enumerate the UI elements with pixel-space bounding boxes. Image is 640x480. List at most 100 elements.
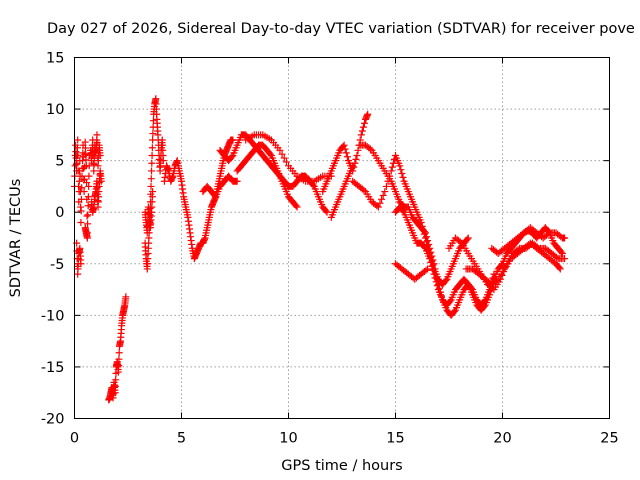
data-point	[84, 220, 92, 228]
data-point	[384, 177, 392, 185]
data-point	[467, 284, 475, 292]
data-point	[77, 207, 85, 215]
data-point	[430, 270, 438, 278]
data-point	[82, 156, 90, 164]
data-point	[85, 182, 93, 190]
data-point	[74, 151, 82, 159]
data-point	[386, 172, 394, 180]
data-point	[82, 150, 90, 158]
data-point	[147, 175, 155, 183]
data-point	[557, 248, 565, 256]
data-point	[420, 243, 428, 251]
y-tick-label: -10	[41, 308, 65, 324]
x-tick-label: 25	[600, 431, 618, 447]
data-point	[382, 182, 390, 190]
data-point	[149, 130, 157, 138]
data-point	[418, 222, 426, 230]
data-point	[420, 230, 428, 238]
data-point	[556, 265, 564, 273]
y-tick-label: -20	[41, 412, 65, 428]
data-point	[358, 127, 366, 135]
plot-frame	[74, 57, 610, 419]
data-point	[148, 151, 156, 159]
data-point	[497, 261, 505, 269]
data-point	[72, 148, 80, 156]
data-point	[423, 238, 431, 246]
data-point	[399, 207, 407, 215]
data-point	[341, 145, 349, 153]
data-point	[81, 138, 89, 146]
data-point	[446, 297, 454, 305]
data-point	[388, 163, 396, 171]
data-point	[428, 262, 436, 270]
data-point	[378, 195, 386, 203]
data-point	[143, 229, 151, 237]
data-point	[84, 211, 92, 219]
data-point	[148, 159, 156, 167]
y-tick-label: 10	[46, 102, 64, 118]
x-tick-label: 15	[386, 431, 404, 447]
data-point	[309, 181, 317, 189]
data-point	[343, 153, 351, 161]
data-point	[398, 170, 406, 178]
data-point	[354, 146, 362, 154]
data-point	[115, 362, 123, 370]
data-point	[561, 255, 569, 263]
y-tick-label: 0	[55, 205, 64, 221]
data-point	[77, 219, 85, 227]
data-point	[90, 161, 98, 169]
data-point	[83, 234, 91, 242]
data-point	[493, 277, 501, 285]
data-point	[364, 110, 372, 118]
data-point	[480, 297, 488, 305]
y-tick-labels: -20 -15 -10 -5 0 5 10 15	[41, 51, 65, 428]
data-point	[149, 188, 157, 196]
data-point	[366, 145, 374, 153]
data-point	[292, 202, 300, 210]
data-point	[464, 234, 472, 242]
data-point	[74, 136, 82, 144]
data-point	[360, 119, 368, 127]
data-point	[83, 179, 91, 187]
data-point	[280, 154, 288, 162]
data-point	[422, 266, 430, 274]
data-point	[359, 123, 367, 131]
data-point	[353, 151, 361, 159]
y-tick-label: -5	[50, 257, 64, 273]
data-point	[342, 149, 350, 157]
data-point	[544, 230, 552, 238]
data-point	[149, 117, 157, 125]
data-point	[77, 260, 85, 268]
data-point	[431, 274, 439, 282]
data-point	[276, 146, 284, 154]
data-point	[84, 202, 92, 210]
data-point	[376, 199, 384, 207]
data-point	[433, 282, 441, 290]
data-point	[93, 131, 101, 139]
data-point	[456, 238, 464, 246]
y-tick-label: 15	[46, 51, 64, 67]
data-point	[159, 157, 167, 165]
data-point	[148, 167, 156, 175]
data-point	[419, 226, 427, 234]
data-point	[427, 258, 435, 266]
data-point	[73, 144, 81, 152]
data-point	[278, 150, 286, 158]
data-point	[85, 162, 93, 170]
data-point	[555, 264, 563, 272]
x-tick-label: 0	[70, 431, 79, 447]
x-tick-label: 10	[279, 431, 297, 447]
data-point	[399, 173, 407, 181]
data-point	[282, 158, 290, 166]
data-point	[148, 144, 156, 152]
data-point	[424, 265, 432, 273]
x-tick-label: 5	[177, 431, 186, 447]
data-point	[229, 136, 237, 144]
x-tick-labels: 0 5 10 15 20 25	[70, 431, 619, 447]
y-axis-label: SDTVAR / TECUs	[8, 179, 24, 298]
data-point	[115, 355, 123, 363]
data-point	[323, 208, 331, 216]
data-point	[96, 151, 104, 159]
data-point	[80, 188, 88, 196]
y-tick-label: 5	[55, 154, 64, 170]
